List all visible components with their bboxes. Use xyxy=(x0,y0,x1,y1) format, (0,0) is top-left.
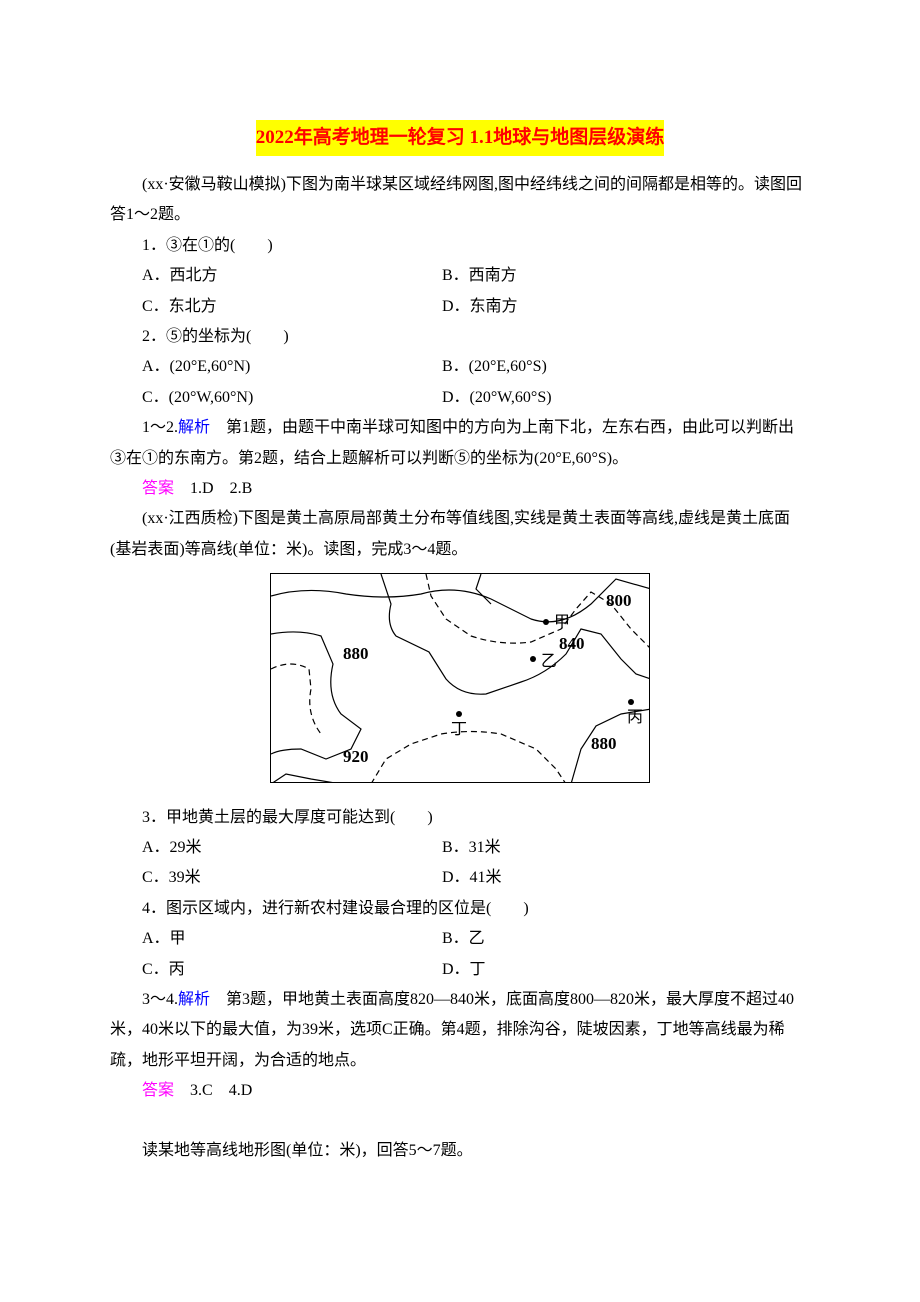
intro-2: (xx·江西质检)下图是黄土高原局部黄土分布等值线图,实线是黄土表面等高线,虚线… xyxy=(110,504,810,565)
q1-stem: 1．③在①的( ) xyxy=(110,231,810,261)
analysis-text-34: 第3题，甲地黄土表面高度820—840米，底面高度800—820米，最大厚度不超… xyxy=(110,991,794,1069)
q3-options: A．29米 B．31米 xyxy=(142,833,810,863)
q4-opt-b: B．乙 xyxy=(442,924,810,954)
q4-options: A．甲 B．乙 xyxy=(142,924,810,954)
answer-12: 答案 1.D 2.B xyxy=(110,474,810,504)
label-800: 800 xyxy=(606,591,632,610)
q3-opt-a: A．29米 xyxy=(142,833,442,863)
analysis-label-34: 解析 xyxy=(178,991,210,1008)
page-title: 2022年高考地理一轮复习 1.1地球与地图层级演练 xyxy=(256,120,665,156)
intro-3: 读某地等高线地形图(单位：米)，回答5～7题。 xyxy=(110,1136,810,1166)
q4-opt-a: A．甲 xyxy=(142,924,442,954)
q3-opt-b: B．31米 xyxy=(442,833,810,863)
analysis-12: 1～2.解析 第1题，由题干中南半球可知图中的方向为上南下北，左东右西，由此可以… xyxy=(110,413,810,474)
label-bing: 丙 xyxy=(627,709,643,726)
answer-34: 答案 3.C 4.D xyxy=(110,1076,810,1106)
analysis-label: 解析 xyxy=(178,419,210,436)
q1-options-2: C．东北方 D．东南方 xyxy=(142,292,810,322)
q3-options-2: C．39米 D．41米 xyxy=(142,863,810,893)
q1-opt-a: A．西北方 xyxy=(142,261,442,291)
q2-opt-b: B．(20°E,60°S) xyxy=(442,352,810,382)
q3-opt-c: C．39米 xyxy=(142,863,442,893)
q2-options-2: C．(20°W,60°N) D．(20°W,60°S) xyxy=(142,383,810,413)
answer-text: 1.D 2.B xyxy=(174,480,252,497)
analysis-prefix: 1～2. xyxy=(142,419,178,436)
q4-stem: 4．图示区域内，进行新农村建设最合理的区位是( ) xyxy=(110,894,810,924)
answer-label-34: 答案 xyxy=(142,1082,174,1099)
label-ding: 丁 xyxy=(451,721,467,738)
q2-options: A．(20°E,60°N) B．(20°E,60°S) xyxy=(142,352,810,382)
q4-opt-c: C．丙 xyxy=(142,955,442,985)
q3-opt-d: D．41米 xyxy=(442,863,810,893)
spacer xyxy=(110,1106,810,1136)
label-yi: 乙 xyxy=(541,653,557,670)
q4-opt-d: D．丁 xyxy=(442,955,810,985)
q2-opt-c: C．(20°W,60°N) xyxy=(142,383,442,413)
q2-opt-d: D．(20°W,60°S) xyxy=(442,383,810,413)
map-svg: 800 840 880 880 920 甲 乙 丙 丁 xyxy=(270,573,650,783)
label-840: 840 xyxy=(559,634,585,653)
analysis-34: 3～4.解析 第3题，甲地黄土表面高度820—840米，底面高度800—820米… xyxy=(110,985,810,1076)
answer-label: 答案 xyxy=(142,480,174,497)
q1-opt-b: B．西南方 xyxy=(442,261,810,291)
label-jia: 甲 xyxy=(554,614,570,631)
q1-opt-d: D．东南方 xyxy=(442,292,810,322)
intro-1: (xx·安徽马鞍山模拟)下图为南半球某区域经纬网图,图中经纬线之间的间隔都是相等… xyxy=(110,170,810,231)
answer-text-34: 3.C 4.D xyxy=(174,1082,252,1099)
contour-map: 800 840 880 880 920 甲 乙 丙 丁 xyxy=(110,573,810,794)
q3-stem: 3．甲地黄土层的最大厚度可能达到( ) xyxy=(110,803,810,833)
q1-options: A．西北方 B．西南方 xyxy=(142,261,810,291)
q2-opt-a: A．(20°E,60°N) xyxy=(142,352,442,382)
label-880a: 880 xyxy=(343,644,369,663)
q2-stem: 2．⑤的坐标为( ) xyxy=(110,322,810,352)
q1-opt-c: C．东北方 xyxy=(142,292,442,322)
analysis-prefix-34: 3～4. xyxy=(142,991,178,1008)
q4-options-2: C．丙 D．丁 xyxy=(142,955,810,985)
analysis-text: 第1题，由题干中南半球可知图中的方向为上南下北，左东右西，由此可以判断出③在①的… xyxy=(110,419,794,466)
label-920: 920 xyxy=(343,747,369,766)
label-880b: 880 xyxy=(591,734,617,753)
title-wrap: 2022年高考地理一轮复习 1.1地球与地图层级演练 xyxy=(110,120,810,170)
